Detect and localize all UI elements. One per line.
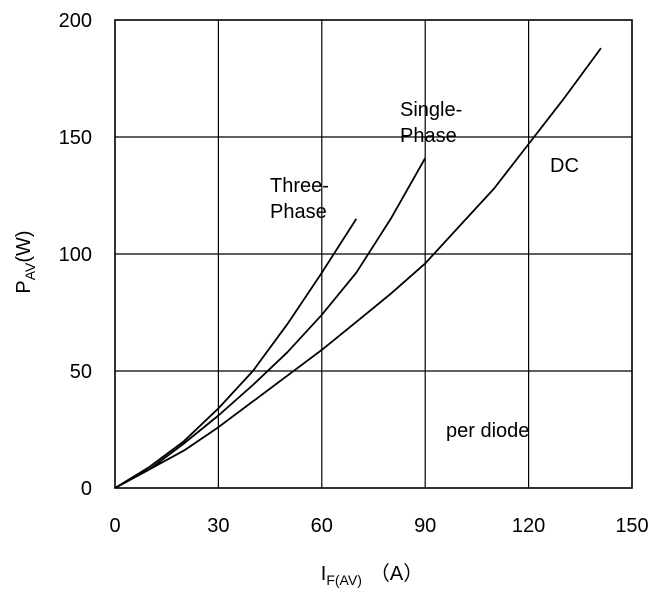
x-axis-label-main: I xyxy=(321,563,327,585)
y-axis-label-sub: AV xyxy=(22,262,38,280)
series-line-single-phase xyxy=(114,157,426,489)
x-tick-label: 120 xyxy=(512,515,545,537)
series-label-three-phase: Three- Phase xyxy=(270,175,329,223)
series-label-line: Single- xyxy=(400,99,462,121)
series-label-dc: DC xyxy=(550,155,579,177)
x-tick-label: 0 xyxy=(109,515,120,537)
x-tick-label: 30 xyxy=(207,515,229,537)
series-labels: Three- Phase Single- Phase DC xyxy=(270,99,579,223)
y-tick-label: 100 xyxy=(59,244,92,266)
y-tick-label: 50 xyxy=(70,361,92,383)
series-label-line: Three- xyxy=(270,175,329,197)
y-tick-label: 200 xyxy=(59,10,92,32)
series-label-single-phase: Single- Phase xyxy=(400,99,462,147)
plot-frame xyxy=(114,19,633,489)
y-axis-label-unit: (W) xyxy=(13,230,35,262)
x-axis-label-unit: （A） xyxy=(370,562,423,585)
series-label-line: Phase xyxy=(400,125,457,147)
y-axis-label: PAV(W) xyxy=(13,230,38,293)
series-label-line: DC xyxy=(550,155,579,177)
x-tick-label: 90 xyxy=(414,515,436,537)
series-label-line: Phase xyxy=(270,201,327,223)
y-tick-label: 150 xyxy=(59,127,92,149)
series-group xyxy=(114,47,602,489)
series-line-dc xyxy=(114,47,602,489)
x-axis-label-sub: F(AV) xyxy=(326,572,362,588)
x-axis-label: IF(AV) （A） xyxy=(321,562,423,588)
series-line-three-phase xyxy=(114,218,358,489)
tick-labels: 0 30 60 90 120 150 0 50 100 150 200 xyxy=(59,10,649,537)
per-diode-annotation: per diode xyxy=(446,420,529,442)
grid xyxy=(115,20,632,488)
y-tick-label: 0 xyxy=(81,478,92,500)
y-axis-label-main: P xyxy=(13,280,35,293)
x-tick-label: 150 xyxy=(615,515,648,537)
x-tick-label: 60 xyxy=(311,515,333,537)
